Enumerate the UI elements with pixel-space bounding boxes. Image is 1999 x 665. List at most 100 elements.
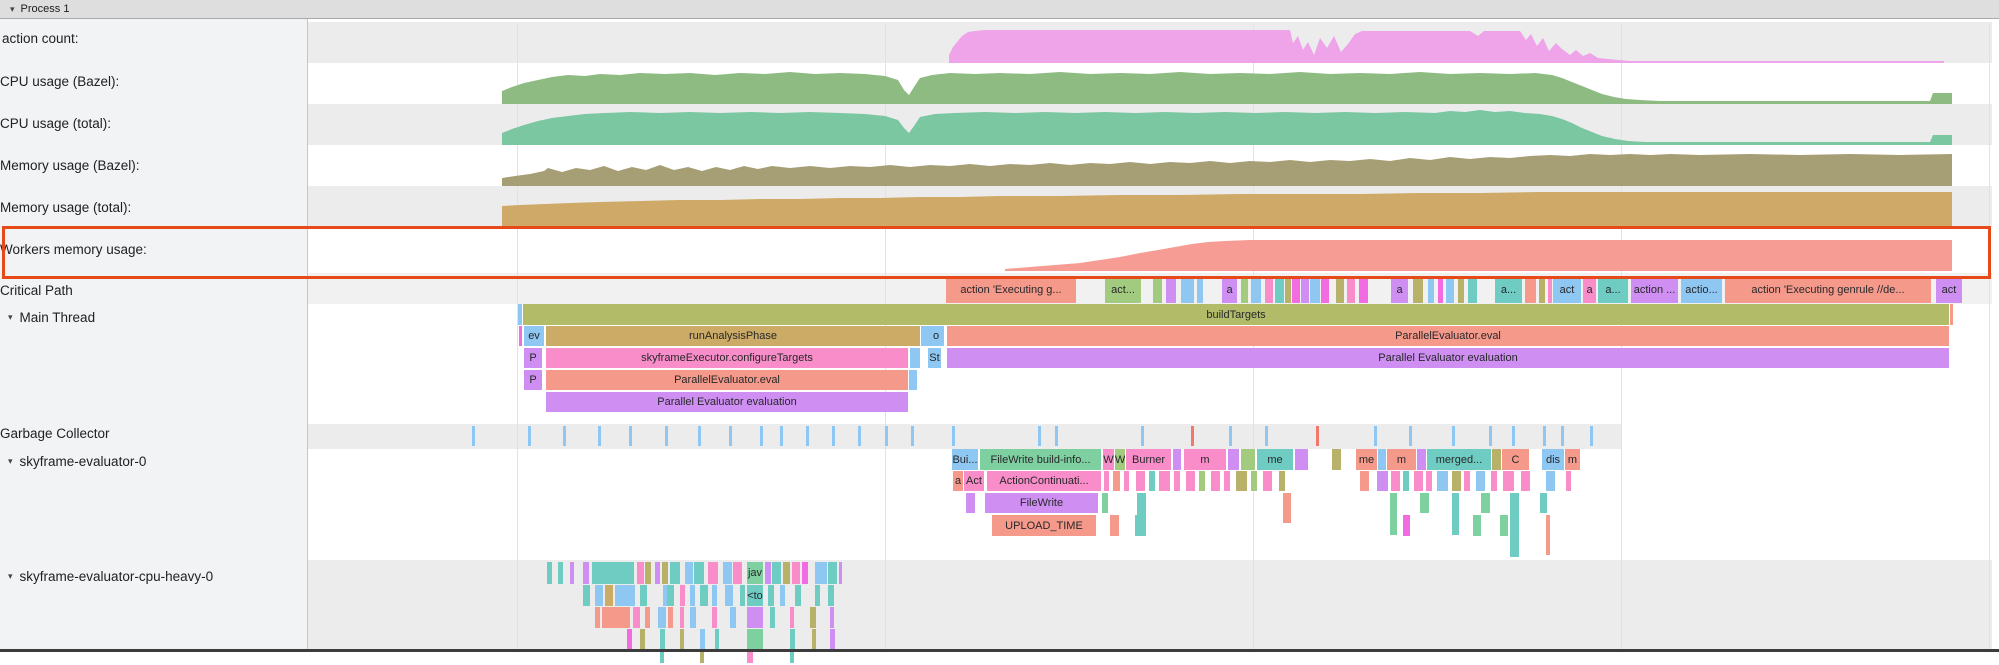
trace-block[interactable] [1481, 493, 1490, 513]
trace-block[interactable] [747, 629, 763, 651]
gc-tick[interactable] [1452, 426, 1455, 446]
sidebar-row-skyframe-evaluator-0[interactable]: ▾ skyframe-evaluator-0 [8, 451, 146, 471]
trace-block[interactable] [1446, 277, 1454, 303]
gc-tick[interactable] [1038, 426, 1041, 446]
trace-block[interactable] [1332, 449, 1341, 470]
process-group-header[interactable]: ▾ Process 1 [0, 0, 1999, 19]
trace-block[interactable]: St [928, 348, 941, 368]
trace-block[interactable]: action 'Executing g... [946, 277, 1076, 303]
trace-block[interactable] [645, 562, 651, 584]
trace-block[interactable] [519, 326, 522, 346]
gc-tick[interactable] [1590, 426, 1593, 446]
trace-block[interactable]: skyframeExecutor.configureTargets [546, 348, 908, 368]
gc-tick[interactable] [1374, 426, 1377, 446]
trace-block[interactable]: Act [964, 471, 984, 491]
trace-block[interactable] [1428, 277, 1434, 303]
trace-block[interactable] [1113, 471, 1120, 491]
trace-block[interactable] [1137, 493, 1146, 535]
trace-block[interactable]: actio... [1681, 277, 1722, 303]
trace-block[interactable] [1414, 471, 1423, 491]
trace-block[interactable] [783, 562, 790, 584]
trace-block[interactable] [1566, 471, 1571, 491]
trace-block[interactable] [1492, 449, 1501, 470]
trace-block[interactable] [810, 607, 816, 628]
trace-block[interactable] [966, 493, 975, 513]
trace-block[interactable] [723, 562, 732, 584]
trace-block[interactable]: W [1103, 449, 1114, 470]
chart-workers-memory-usage[interactable] [1005, 240, 1952, 271]
trace-block[interactable] [663, 585, 667, 606]
gc-tick[interactable] [1543, 426, 1546, 446]
trace-block[interactable] [715, 629, 719, 651]
trace-block[interactable] [1546, 471, 1555, 491]
trace-block[interactable] [690, 585, 695, 606]
trace-block[interactable] [662, 562, 668, 584]
trace-block[interactable] [602, 607, 630, 628]
trace-block[interactable] [1503, 471, 1514, 491]
trace-block[interactable]: P [524, 348, 542, 368]
trace-block[interactable] [772, 562, 781, 584]
trace-block[interactable] [1378, 449, 1386, 470]
trace-block[interactable]: Bui... [952, 449, 978, 470]
trace-block[interactable] [725, 585, 733, 606]
trace-block[interactable]: a [1583, 277, 1596, 303]
trace-block[interactable]: act... [1105, 277, 1141, 303]
trace-block[interactable] [733, 562, 742, 584]
trace-block[interactable] [780, 585, 785, 606]
trace-block[interactable] [1211, 471, 1220, 491]
trace-block[interactable] [1521, 471, 1530, 491]
trace-block[interactable]: me [1356, 449, 1377, 470]
trace-block[interactable] [1539, 277, 1545, 303]
trace-block[interactable] [1452, 493, 1459, 535]
trace-block[interactable]: Parallel Evaluator evaluation [947, 348, 1949, 368]
gc-tick[interactable] [911, 426, 914, 446]
gc-tick[interactable] [528, 426, 531, 446]
trace-block[interactable] [1377, 471, 1388, 491]
trace-block[interactable] [1285, 277, 1291, 303]
gc-tick[interactable] [1561, 426, 1564, 446]
gc-tick[interactable] [665, 426, 668, 446]
trace-block[interactable]: a [953, 471, 963, 491]
gc-tick[interactable] [563, 426, 566, 446]
trace-block[interactable] [670, 562, 680, 584]
trace-block[interactable] [1417, 449, 1426, 470]
trace-block[interactable] [1403, 471, 1409, 491]
trace-block[interactable] [770, 607, 775, 628]
trace-block[interactable] [790, 629, 795, 651]
trace-block[interactable] [655, 562, 660, 584]
trace-block[interactable] [1173, 449, 1181, 470]
trace-block[interactable] [700, 629, 705, 651]
gc-tick[interactable] [952, 426, 955, 446]
trace-block[interactable] [583, 562, 589, 584]
trace-block[interactable]: ActionContinuati... [987, 471, 1101, 491]
trace-block[interactable]: ParallelEvaluator.eval [546, 370, 908, 390]
trace-block[interactable] [1452, 471, 1461, 491]
trace-block[interactable] [605, 585, 613, 606]
trace-block[interactable] [1438, 277, 1443, 303]
trace-block[interactable] [1950, 304, 1953, 325]
trace-block[interactable]: Parallel Evaluator evaluation [546, 392, 908, 412]
trace-block[interactable] [700, 585, 708, 606]
trace-block[interactable] [740, 585, 745, 606]
trace-block[interactable] [595, 607, 600, 628]
trace-block[interactable] [1263, 471, 1272, 491]
trace-block[interactable] [627, 629, 632, 651]
trace-block[interactable] [765, 562, 771, 584]
trace-block[interactable]: a [1222, 277, 1237, 303]
trace-block[interactable] [1241, 277, 1248, 303]
trace-block[interactable]: ParallelEvaluator.eval [947, 326, 1949, 346]
gc-tick[interactable] [1316, 426, 1319, 446]
trace-block[interactable] [1473, 515, 1481, 536]
trace-block[interactable] [690, 607, 696, 628]
trace-block[interactable] [1197, 277, 1203, 303]
trace-block[interactable] [640, 585, 647, 606]
chart-cpu-usage-total[interactable] [502, 110, 1952, 145]
trace-block[interactable] [680, 607, 684, 628]
trace-block[interactable] [1437, 471, 1448, 491]
trace-block[interactable] [792, 562, 800, 584]
trace-block[interactable] [518, 304, 522, 325]
trace-block[interactable] [910, 348, 920, 368]
trace-block[interactable]: me [1257, 449, 1293, 470]
trace-block[interactable] [1295, 449, 1308, 470]
trace-block[interactable] [570, 562, 574, 584]
